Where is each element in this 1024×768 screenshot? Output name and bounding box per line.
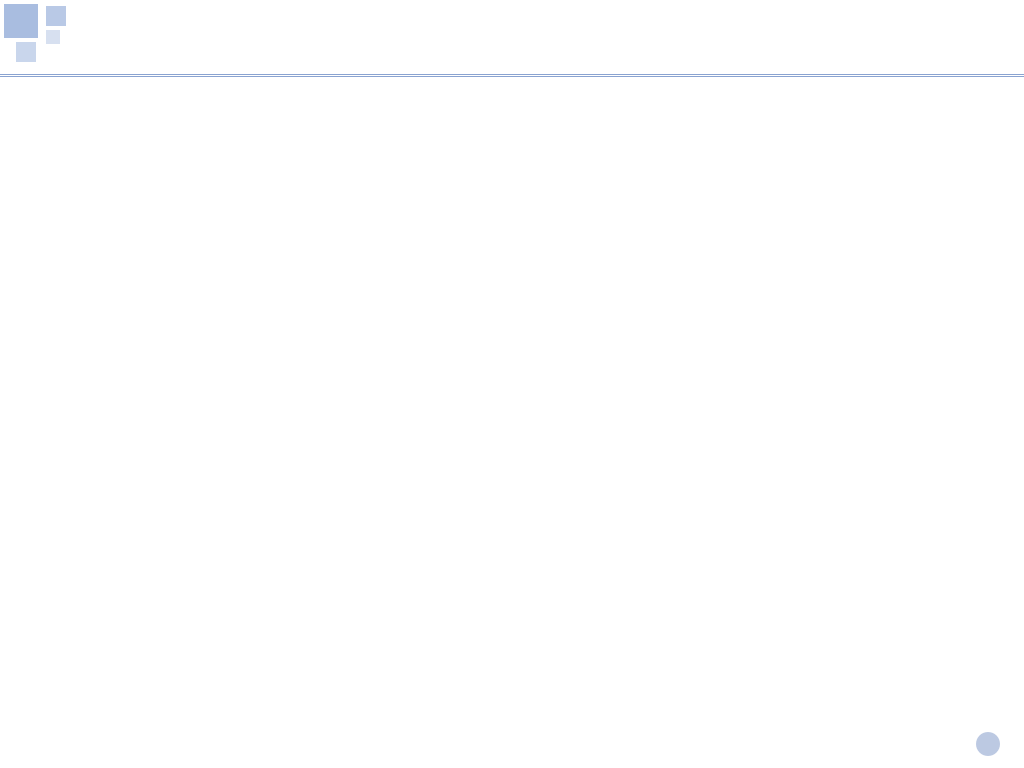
- watermark: [976, 732, 1006, 756]
- corner-decoration: [0, 0, 90, 80]
- circuit-diagram: [700, 40, 1000, 320]
